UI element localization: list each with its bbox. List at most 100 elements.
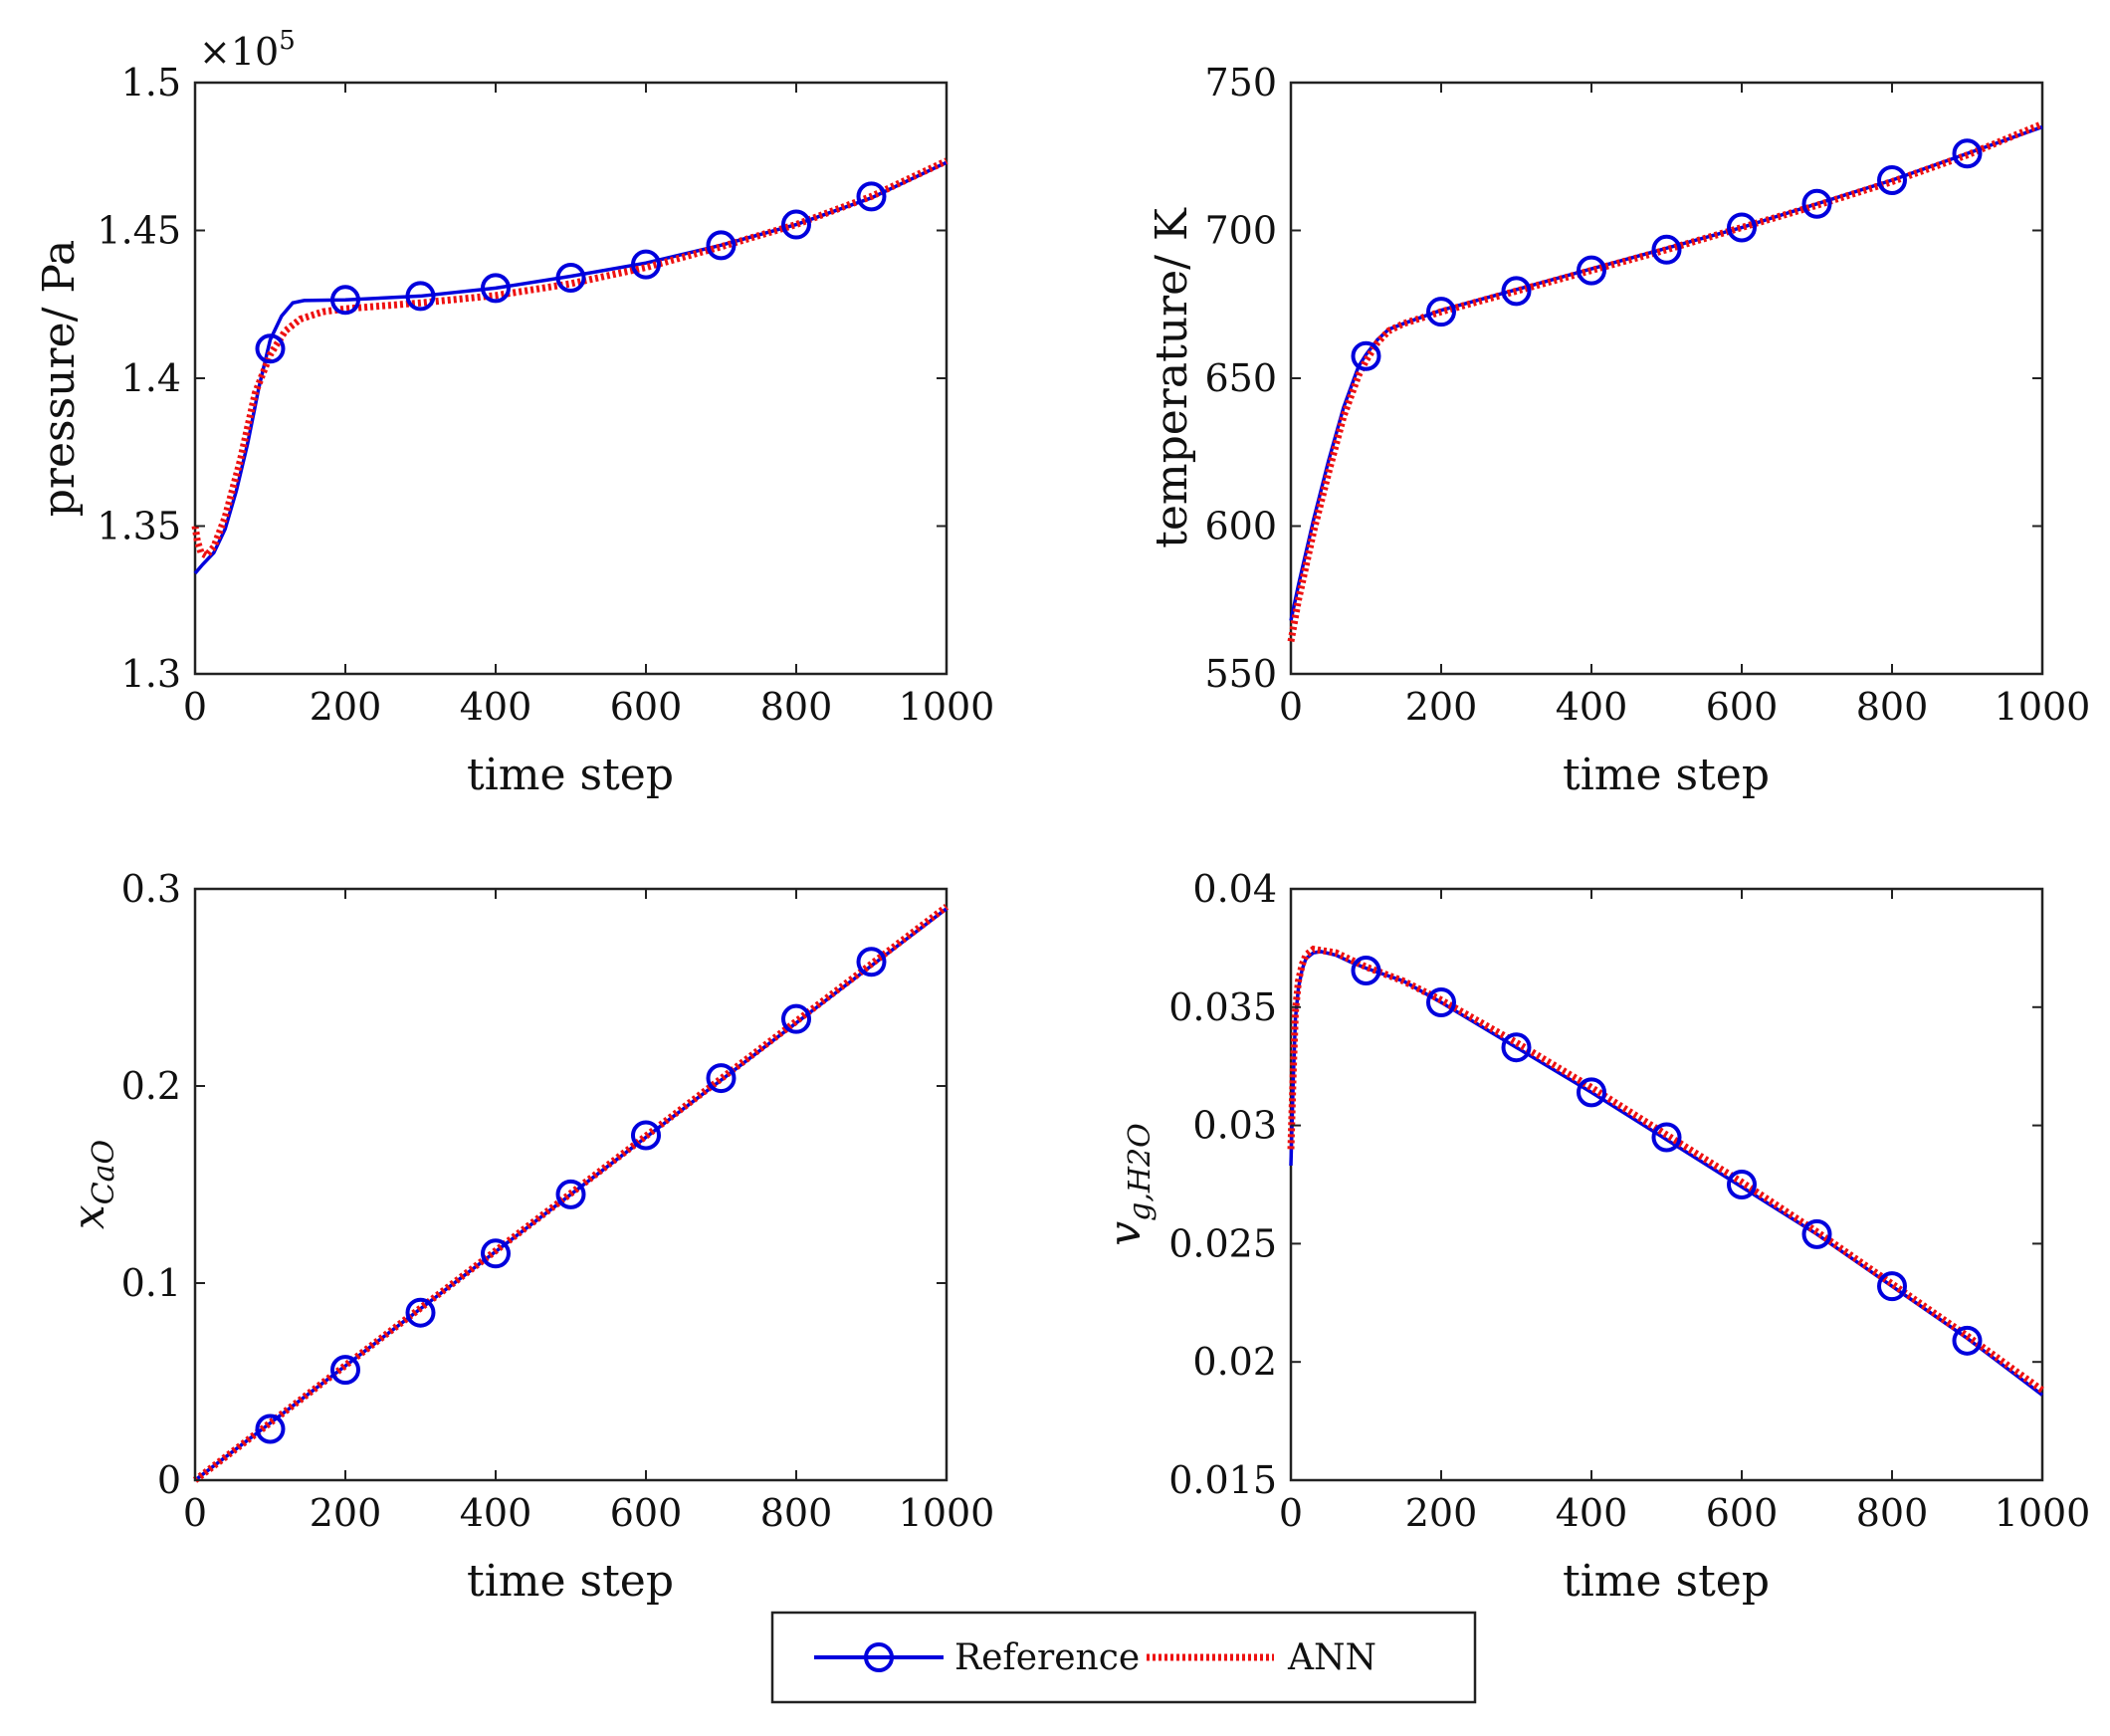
temperature-chart: 0 200 400 600 800 1000 550 600 650 700 750 time s… <box>1147 61 2090 800</box>
xcao-xtick-label: 200 <box>310 1491 382 1535</box>
temperature-reference-marker <box>1501 276 1532 307</box>
temperature-reference-line <box>1289 124 2043 621</box>
pressure-ann-line <box>191 157 949 560</box>
xcao-xtick-label: 600 <box>610 1491 683 1535</box>
pressure-plot-area <box>193 81 949 676</box>
pressure-xtick-label: 0 <box>183 685 207 729</box>
pressure-reference-marker <box>706 230 737 261</box>
temperature-ytick-label: 600 <box>1204 505 1277 548</box>
temperature-markers <box>1351 138 1983 371</box>
pressure-ytick-label: 1.45 <box>97 209 181 253</box>
vg_h2o-reference-marker <box>1651 1122 1682 1153</box>
temperature-xtick-label: 400 <box>1556 685 1628 729</box>
xcao-reference-marker <box>781 1003 811 1034</box>
vg_h2o-reference-marker <box>1577 1077 1606 1108</box>
vg-h2o-plot-area <box>1289 887 2044 1482</box>
xcao-ytick-label: 0.2 <box>121 1064 181 1108</box>
temperature-reference-marker <box>1801 188 1832 219</box>
xcao-ytick-labels: 0 0.1 0.2 0.3 <box>121 867 181 1502</box>
temperature-series <box>1287 120 2044 642</box>
xcao-ylabel: xCaO <box>64 1140 121 1229</box>
pressure-chart: 0 200 400 600 800 1000 1.3 1.35 1.4 1.45 1.5 time… <box>34 26 994 800</box>
pressure-ytick-label: 1.35 <box>97 505 181 548</box>
temperature-xtick-label: 200 <box>1405 685 1478 729</box>
vg-h2o-ytick-labels: 0.015 0.02 0.025 0.03 0.035 0.04 <box>1168 867 1277 1502</box>
vg_h2o-reference-marker <box>1727 1170 1757 1199</box>
pressure-markers <box>255 181 887 364</box>
vg_h2o-reference-marker <box>1801 1218 1832 1249</box>
temperature-reference-marker <box>1651 234 1682 265</box>
pressure-exponent-base: ×10 <box>199 30 279 74</box>
pressure-xtick-label: 400 <box>460 685 532 729</box>
temperature-plot-area <box>1289 81 2044 676</box>
pressure-ytick-label: 1.3 <box>121 652 181 696</box>
temperature-xtick-label: 800 <box>1856 685 1929 729</box>
xcao-ylabel-main: x <box>64 1204 114 1229</box>
vg_h2o-xtick-label: 1000 <box>1995 1491 2091 1535</box>
temperature-ytick-label: 650 <box>1204 356 1277 400</box>
pressure-xtick-label: 600 <box>610 685 683 729</box>
vg-h2o-ticks <box>1290 888 2043 1481</box>
vg_h2o-xtick-label: 600 <box>1706 1491 1779 1535</box>
temperature-reference-marker <box>1577 255 1606 286</box>
pressure-reference-marker <box>330 285 360 316</box>
temperature-ytick-labels: 550 600 650 700 750 <box>1204 61 1277 696</box>
temperature-ticks <box>1290 82 2043 675</box>
temperature-reference-marker <box>1952 138 1983 169</box>
vg_h2o-ytick-label: 0.015 <box>1168 1458 1277 1502</box>
vg_h2o-reference-marker <box>1426 987 1456 1018</box>
vg-h2o-chart: 0 200 400 600 800 1000 0.015 0.02 0.025 0.03 0.03… <box>1100 867 2090 1607</box>
vg-h2o-series <box>1287 945 2045 1397</box>
pressure-xtick-label: 200 <box>310 685 382 729</box>
xcao-ytick-label: 0 <box>157 1458 181 1502</box>
temperature-xtick-label: 0 <box>1279 685 1303 729</box>
vg_h2o-xtick-label: 800 <box>1856 1491 1929 1535</box>
vg-h2o-xlabel: time step <box>1563 1556 1770 1607</box>
legend-reference-label: Reference <box>954 1637 1140 1678</box>
temperature-xtick-label: 600 <box>1706 685 1779 729</box>
temperature-reference-marker <box>1727 212 1757 243</box>
vg-h2o-xtick-labels: 0 200 400 600 800 1000 <box>1279 1491 2090 1535</box>
temperature-reference-marker <box>1877 165 1907 196</box>
vg-h2o-ylabel-sub: g,H2O <box>1123 1123 1158 1221</box>
temperature-reference-marker <box>1426 297 1456 327</box>
xcao-reference-marker <box>330 1355 360 1386</box>
temperature-xtick-label: 1000 <box>1995 685 2091 729</box>
xcao-ticks <box>194 888 948 1481</box>
xcao-ytick-label: 0.3 <box>121 867 181 911</box>
xcao-reference-marker <box>255 1413 286 1444</box>
pressure-reference-marker <box>631 249 661 280</box>
xcao-xtick-label: 400 <box>460 1491 532 1535</box>
vg-h2o-markers <box>1351 955 1983 1356</box>
vg_h2o-reference-marker <box>1351 955 1381 985</box>
xcao-xtick-label: 0 <box>183 1491 207 1535</box>
pressure-reference-marker <box>255 333 286 364</box>
pressure-reference-marker <box>481 273 511 304</box>
pressure-xtick-label: 1000 <box>899 685 995 729</box>
pressure-reference-marker <box>555 263 586 294</box>
legend: Reference ANN <box>770 1611 1477 1704</box>
temperature-reference-marker <box>1351 340 1381 371</box>
pressure-ticks <box>194 82 948 675</box>
xcao-reference-marker <box>405 1297 436 1328</box>
pressure-ytick-label: 1.4 <box>121 356 181 400</box>
temperature-xlabel: time step <box>1563 750 1770 800</box>
temperature-ytick-label: 750 <box>1204 61 1277 105</box>
xcao-xtick-label: 1000 <box>899 1491 995 1535</box>
pressure-ytick-labels: 1.3 1.35 1.4 1.45 1.5 <box>97 61 181 696</box>
xcao-reference-marker <box>856 947 887 977</box>
vg_h2o-ytick-label: 0.02 <box>1192 1340 1277 1384</box>
vg_h2o-xtick-label: 0 <box>1279 1491 1303 1535</box>
pressure-reference-marker <box>856 181 887 212</box>
vg-h2o-ylabel-main: v <box>1100 1221 1151 1246</box>
pressure-xtick-label: 800 <box>760 685 833 729</box>
xcao-xtick-label: 800 <box>760 1491 833 1535</box>
pressure-exponent-power: 5 <box>279 26 296 56</box>
pressure-xlabel: time step <box>467 750 674 800</box>
legend-ann-label: ANN <box>1287 1637 1376 1678</box>
temperature-ytick-label: 550 <box>1204 652 1277 696</box>
vg_h2o-ytick-label: 0.03 <box>1192 1104 1277 1148</box>
xcao-chart: 0 200 400 600 800 1000 0 0.1 0.2 0.3 time step x… <box>64 867 994 1607</box>
vg_h2o-ytick-label: 0.035 <box>1168 985 1277 1029</box>
